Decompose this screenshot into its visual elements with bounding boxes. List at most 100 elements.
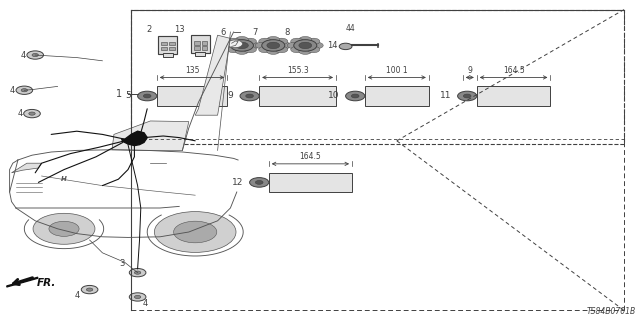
- Text: 164.5: 164.5: [503, 66, 524, 75]
- Circle shape: [27, 51, 44, 59]
- Bar: [477, 86, 550, 106]
- Circle shape: [291, 46, 303, 53]
- Text: 4: 4: [20, 51, 26, 60]
- Circle shape: [246, 94, 253, 98]
- Bar: [191, 35, 210, 53]
- Circle shape: [287, 42, 300, 49]
- Circle shape: [255, 42, 268, 49]
- Text: 7: 7: [252, 28, 257, 37]
- Text: 4: 4: [143, 299, 148, 308]
- Text: 12: 12: [232, 178, 243, 187]
- Circle shape: [244, 38, 257, 44]
- Text: 135: 135: [185, 66, 199, 75]
- Polygon shape: [195, 35, 230, 115]
- Circle shape: [16, 86, 33, 94]
- Text: 5: 5: [125, 92, 131, 100]
- Circle shape: [173, 221, 217, 243]
- Bar: [169, 47, 175, 50]
- Circle shape: [299, 42, 312, 49]
- Text: 100 1: 100 1: [386, 66, 408, 75]
- Circle shape: [307, 46, 320, 53]
- Text: 2: 2: [147, 25, 152, 35]
- Text: 155.3: 155.3: [287, 66, 308, 75]
- Circle shape: [278, 42, 291, 49]
- Circle shape: [339, 43, 352, 50]
- Circle shape: [275, 38, 288, 44]
- Text: 10: 10: [328, 92, 339, 100]
- Polygon shape: [112, 121, 189, 150]
- Circle shape: [86, 288, 93, 291]
- Bar: [365, 86, 429, 106]
- Circle shape: [32, 53, 38, 57]
- Text: 6: 6: [221, 28, 226, 37]
- Circle shape: [138, 91, 157, 101]
- Text: 11: 11: [440, 92, 451, 100]
- Circle shape: [267, 48, 280, 54]
- Bar: [157, 86, 227, 106]
- Circle shape: [255, 180, 263, 184]
- Bar: [161, 42, 167, 45]
- Circle shape: [134, 295, 141, 299]
- Circle shape: [49, 221, 79, 236]
- Circle shape: [230, 40, 253, 51]
- Text: 14: 14: [328, 41, 338, 50]
- Circle shape: [259, 38, 271, 44]
- Circle shape: [236, 48, 248, 54]
- Circle shape: [259, 46, 271, 53]
- Circle shape: [143, 94, 151, 98]
- Circle shape: [129, 293, 146, 301]
- Circle shape: [227, 40, 243, 48]
- Circle shape: [236, 36, 248, 43]
- Circle shape: [224, 42, 237, 49]
- Circle shape: [275, 46, 288, 53]
- Polygon shape: [12, 163, 42, 173]
- Circle shape: [244, 46, 257, 53]
- Text: 9: 9: [228, 92, 234, 100]
- Bar: [194, 41, 200, 44]
- Circle shape: [81, 285, 98, 294]
- Text: 4: 4: [10, 86, 15, 95]
- Text: 4: 4: [17, 109, 22, 118]
- Bar: [169, 42, 175, 45]
- Bar: [202, 46, 207, 50]
- Text: 4: 4: [75, 291, 80, 300]
- Circle shape: [262, 40, 285, 51]
- Circle shape: [250, 178, 269, 187]
- Bar: [202, 41, 207, 44]
- Circle shape: [29, 112, 35, 115]
- Text: FR.: FR.: [37, 278, 56, 288]
- Circle shape: [307, 38, 320, 44]
- Bar: [194, 46, 200, 50]
- Circle shape: [21, 89, 28, 92]
- Circle shape: [463, 94, 471, 98]
- Bar: [163, 53, 173, 57]
- Circle shape: [240, 91, 259, 101]
- Circle shape: [134, 271, 141, 274]
- Text: H: H: [61, 176, 67, 182]
- Circle shape: [351, 94, 359, 98]
- Circle shape: [227, 46, 240, 53]
- Circle shape: [154, 212, 236, 252]
- Bar: [161, 47, 167, 50]
- Text: 44: 44: [346, 24, 356, 33]
- Text: TS84B0701B: TS84B0701B: [586, 307, 636, 316]
- Circle shape: [236, 42, 248, 49]
- Circle shape: [267, 36, 280, 43]
- Bar: [158, 36, 177, 53]
- Text: 164.5: 164.5: [300, 152, 321, 161]
- Text: 8: 8: [284, 28, 289, 37]
- Circle shape: [299, 48, 312, 54]
- Circle shape: [267, 42, 280, 49]
- Circle shape: [247, 42, 260, 49]
- Text: 13: 13: [173, 25, 184, 34]
- Text: 1: 1: [115, 89, 122, 100]
- Circle shape: [33, 213, 95, 244]
- Polygon shape: [122, 131, 147, 146]
- Bar: [195, 52, 205, 56]
- Circle shape: [24, 109, 40, 118]
- Bar: [259, 86, 336, 106]
- Circle shape: [294, 40, 317, 51]
- Text: 3: 3: [120, 259, 125, 268]
- Circle shape: [227, 38, 240, 44]
- Circle shape: [458, 91, 477, 101]
